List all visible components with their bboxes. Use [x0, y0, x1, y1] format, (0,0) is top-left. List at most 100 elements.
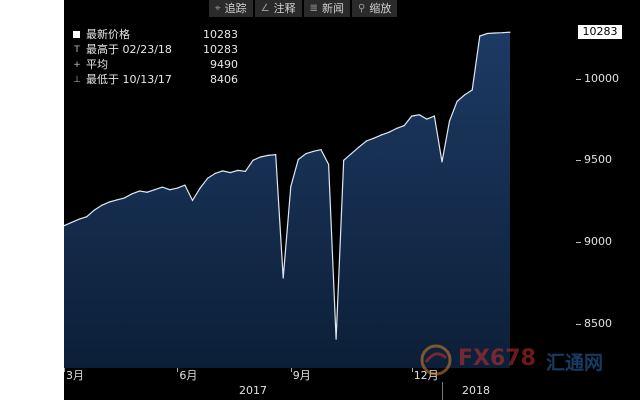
data-point [176, 187, 178, 189]
data-point [267, 154, 269, 156]
data-point [191, 199, 194, 201]
crosshair-icon: ⌖ [215, 3, 221, 14]
data-point [403, 125, 405, 127]
y-tick-mark [576, 78, 581, 80]
pencil-icon: ∠ [260, 3, 270, 14]
data-point [411, 115, 413, 117]
data-point [199, 187, 201, 189]
data-point [486, 32, 488, 35]
legend-row: ⊥ 最低于 10/13/17 8406 [70, 73, 242, 87]
toolbar-button-label: 新闻 [322, 2, 344, 15]
data-point [297, 158, 299, 161]
legend-row: 最新价格 10283 [70, 28, 242, 42]
data-point [214, 172, 216, 174]
last-value-badge: 10283 [578, 25, 622, 40]
data-point [388, 131, 390, 133]
x-tick-label: 6月 [179, 369, 198, 382]
data-point [479, 35, 481, 37]
data-point [396, 127, 398, 129]
data-point [78, 218, 80, 220]
legend-marker-icon: ⊥ [73, 75, 81, 85]
y-tick-mark [576, 242, 581, 244]
data-point [426, 118, 428, 120]
legend-row: + 平均 9490 [70, 58, 242, 72]
data-point [71, 221, 73, 223]
data-point [320, 149, 322, 151]
data-point [161, 186, 163, 188]
data-point [131, 193, 133, 195]
legend-value: 8406 [210, 73, 238, 86]
data-point [116, 199, 118, 201]
toolbar-button-label: 注释 [273, 2, 296, 15]
data-point [222, 170, 224, 172]
data-point [305, 153, 307, 155]
legend-label: 最新价格 [86, 28, 130, 41]
y-axis: 10283 8500 9000 9500 10000 [576, 0, 640, 400]
data-point [64, 225, 65, 227]
data-point [154, 189, 156, 191]
x-tick-mark [411, 368, 413, 372]
y-tick-label: 9500 [584, 153, 612, 167]
data-point [184, 184, 186, 186]
toolbar-button-1[interactable]: ⌖ 追踪 [209, 0, 253, 17]
watermark-globe-icon [420, 344, 452, 376]
watermark-logo: FX678 汇通网 [418, 342, 633, 378]
y-tick-label: 9000 [584, 235, 612, 249]
data-point [441, 161, 443, 163]
watermark-text-huitong: 汇通网 [546, 352, 604, 374]
data-point [464, 94, 466, 96]
zoom-icon: ⚲ [358, 3, 366, 14]
data-point [380, 134, 383, 136]
data-point [358, 146, 360, 148]
legend-value: 10283 [203, 28, 238, 41]
x-axis: 3月 6月 9月 12月 2017 2018 [64, 368, 576, 400]
data-point [86, 216, 88, 218]
y-tick-mark [576, 323, 581, 325]
data-point [93, 209, 95, 211]
data-point [471, 89, 473, 91]
legend-value: 9490 [210, 58, 238, 71]
y-tick-label: 8500 [584, 316, 612, 330]
data-point [282, 277, 284, 279]
watermark-text-fx678: FX678 [458, 346, 536, 371]
data-point [252, 159, 254, 161]
data-point [290, 185, 292, 188]
toolbar-button-3[interactable]: ≣ 新闻 [303, 0, 350, 17]
data-point [365, 140, 367, 142]
plot-area[interactable]: ⌖ 追踪 ∠ 注释 ≣ 新闻 ⚲ 缩放 最新价格 10283 T 最高于 02/23/18 10283… [64, 0, 576, 400]
legend-label: 平均 [86, 58, 108, 71]
data-point [229, 172, 231, 174]
legend-row: T 最高于 02/23/18 10283 [70, 43, 242, 57]
data-point [350, 153, 352, 155]
news-icon: ≣ [309, 3, 318, 14]
x-tick-label: 3月 [66, 369, 84, 382]
legend-panel: 最新价格 10283 T 最高于 02/23/18 10283 + 平均 9490 ⊥ 最低于 1… [70, 24, 242, 90]
chart-toolbar: ⌖ 追踪 ∠ 注释 ≣ 新闻 ⚲ 缩放 [209, 0, 398, 17]
data-point [244, 170, 246, 172]
data-point [418, 114, 420, 116]
data-point [275, 154, 277, 156]
year-separator [442, 382, 443, 400]
legend-label: 最低于 10/13/17 [86, 73, 172, 86]
data-point [494, 32, 496, 34]
data-point [343, 159, 345, 161]
data-point [373, 137, 375, 139]
data-point [456, 100, 458, 102]
legend-marker-icon: T [74, 45, 80, 55]
data-point [312, 150, 315, 152]
series-area-fill [64, 32, 510, 368]
data-point [259, 156, 262, 158]
data-point [448, 120, 451, 122]
y-tick-mark [576, 160, 581, 162]
x-tick-mark [177, 368, 179, 372]
legend-marker-icon [73, 31, 80, 38]
data-point [335, 338, 337, 340]
legend-label: 最高于 02/23/18 [86, 43, 172, 56]
price-area-chart [64, 31, 511, 368]
data-point [108, 201, 110, 203]
data-point [139, 190, 141, 192]
toolbar-button-2[interactable]: ∠ 注释 [254, 0, 302, 17]
data-point [146, 191, 148, 193]
toolbar-button-4[interactable]: ⚲ 缩放 [352, 0, 398, 17]
